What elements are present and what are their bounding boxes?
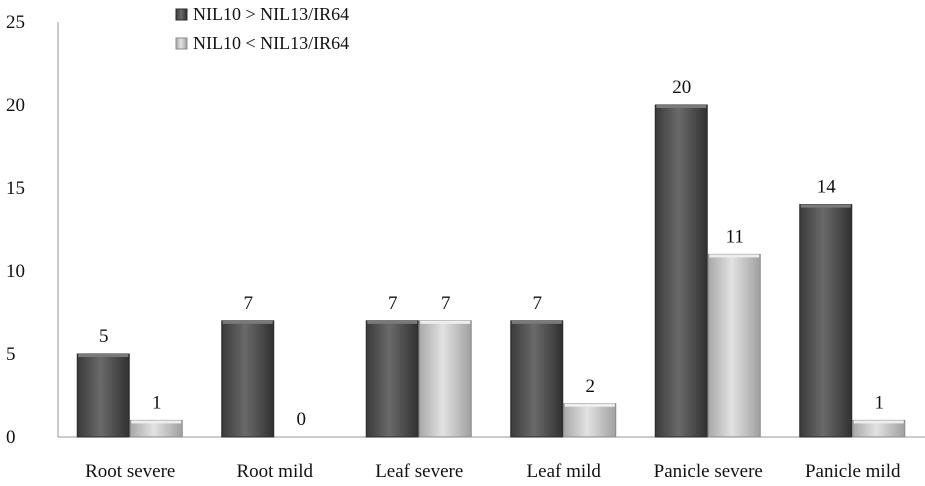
bar-greater-panicle-mild bbox=[799, 204, 853, 438]
data-label: 2 bbox=[586, 376, 596, 397]
y-tick-label: 20 bbox=[6, 95, 25, 116]
legend-entry-label: NIL10 < NIL13/IR64 bbox=[193, 33, 349, 53]
bar-less-panicle-severe bbox=[707, 253, 761, 438]
data-label: 7 bbox=[533, 293, 543, 314]
bar-less-leaf-mild bbox=[563, 403, 617, 438]
data-label: 7 bbox=[388, 293, 398, 314]
bar-greater-panicle-severe bbox=[654, 104, 708, 438]
category-label: Root mild bbox=[236, 461, 313, 482]
bar-top-highlight bbox=[78, 354, 129, 357]
bar-top-highlight bbox=[367, 320, 418, 324]
bar-top-highlight bbox=[656, 105, 707, 108]
y-tick-label: 10 bbox=[6, 261, 25, 282]
data-label: 1 bbox=[152, 392, 162, 413]
bar-top-highlight bbox=[800, 204, 851, 208]
bars bbox=[76, 104, 906, 438]
y-tick-label: 5 bbox=[6, 344, 16, 365]
bar-greater-root-severe bbox=[76, 353, 130, 438]
bar-top-highlight bbox=[564, 403, 615, 407]
y-tick-label: 15 bbox=[6, 178, 25, 199]
legend: NIL10 > NIL13/IR64 NIL10 < NIL13/IR64 bbox=[175, 4, 349, 53]
data-label: 11 bbox=[726, 226, 744, 247]
bar-top-highlight bbox=[131, 420, 182, 424]
legend-swatch bbox=[175, 8, 188, 21]
category-label: Leaf severe bbox=[375, 461, 463, 482]
legend-entry-label: NIL10 > NIL13/IR64 bbox=[193, 4, 349, 24]
data-label: 1 bbox=[875, 392, 885, 413]
data-label: 5 bbox=[99, 326, 109, 347]
bar-greater-leaf-mild bbox=[510, 320, 564, 438]
data-label: 14 bbox=[817, 177, 837, 198]
data-label: 7 bbox=[441, 293, 451, 314]
category-label: Leaf mild bbox=[527, 461, 602, 482]
data-label: 7 bbox=[244, 293, 254, 314]
legend-swatch bbox=[175, 37, 188, 50]
data-label: 20 bbox=[672, 77, 691, 98]
bar-top-highlight bbox=[222, 320, 273, 324]
labels: 5 1 Root severe 7 0 Root mild 7 7 Leaf severe 7 2 L… bbox=[85, 77, 901, 482]
bar-top-highlight bbox=[511, 320, 562, 324]
bar-top-highlight bbox=[420, 320, 471, 324]
category-label: Root severe bbox=[85, 461, 175, 482]
category-label: Panicle severe bbox=[654, 461, 763, 482]
data-label: 0 bbox=[297, 409, 307, 430]
bar-greater-root-mild bbox=[221, 320, 275, 438]
category-label: Panicle mild bbox=[805, 461, 901, 482]
y-tick-label: 0 bbox=[6, 427, 16, 448]
y-tick-label: 25 bbox=[6, 12, 25, 33]
bar-top-highlight bbox=[709, 254, 760, 258]
bar-top-highlight bbox=[853, 420, 904, 424]
bar-greater-leaf-severe bbox=[365, 320, 419, 438]
bar-less-leaf-severe bbox=[418, 320, 472, 438]
